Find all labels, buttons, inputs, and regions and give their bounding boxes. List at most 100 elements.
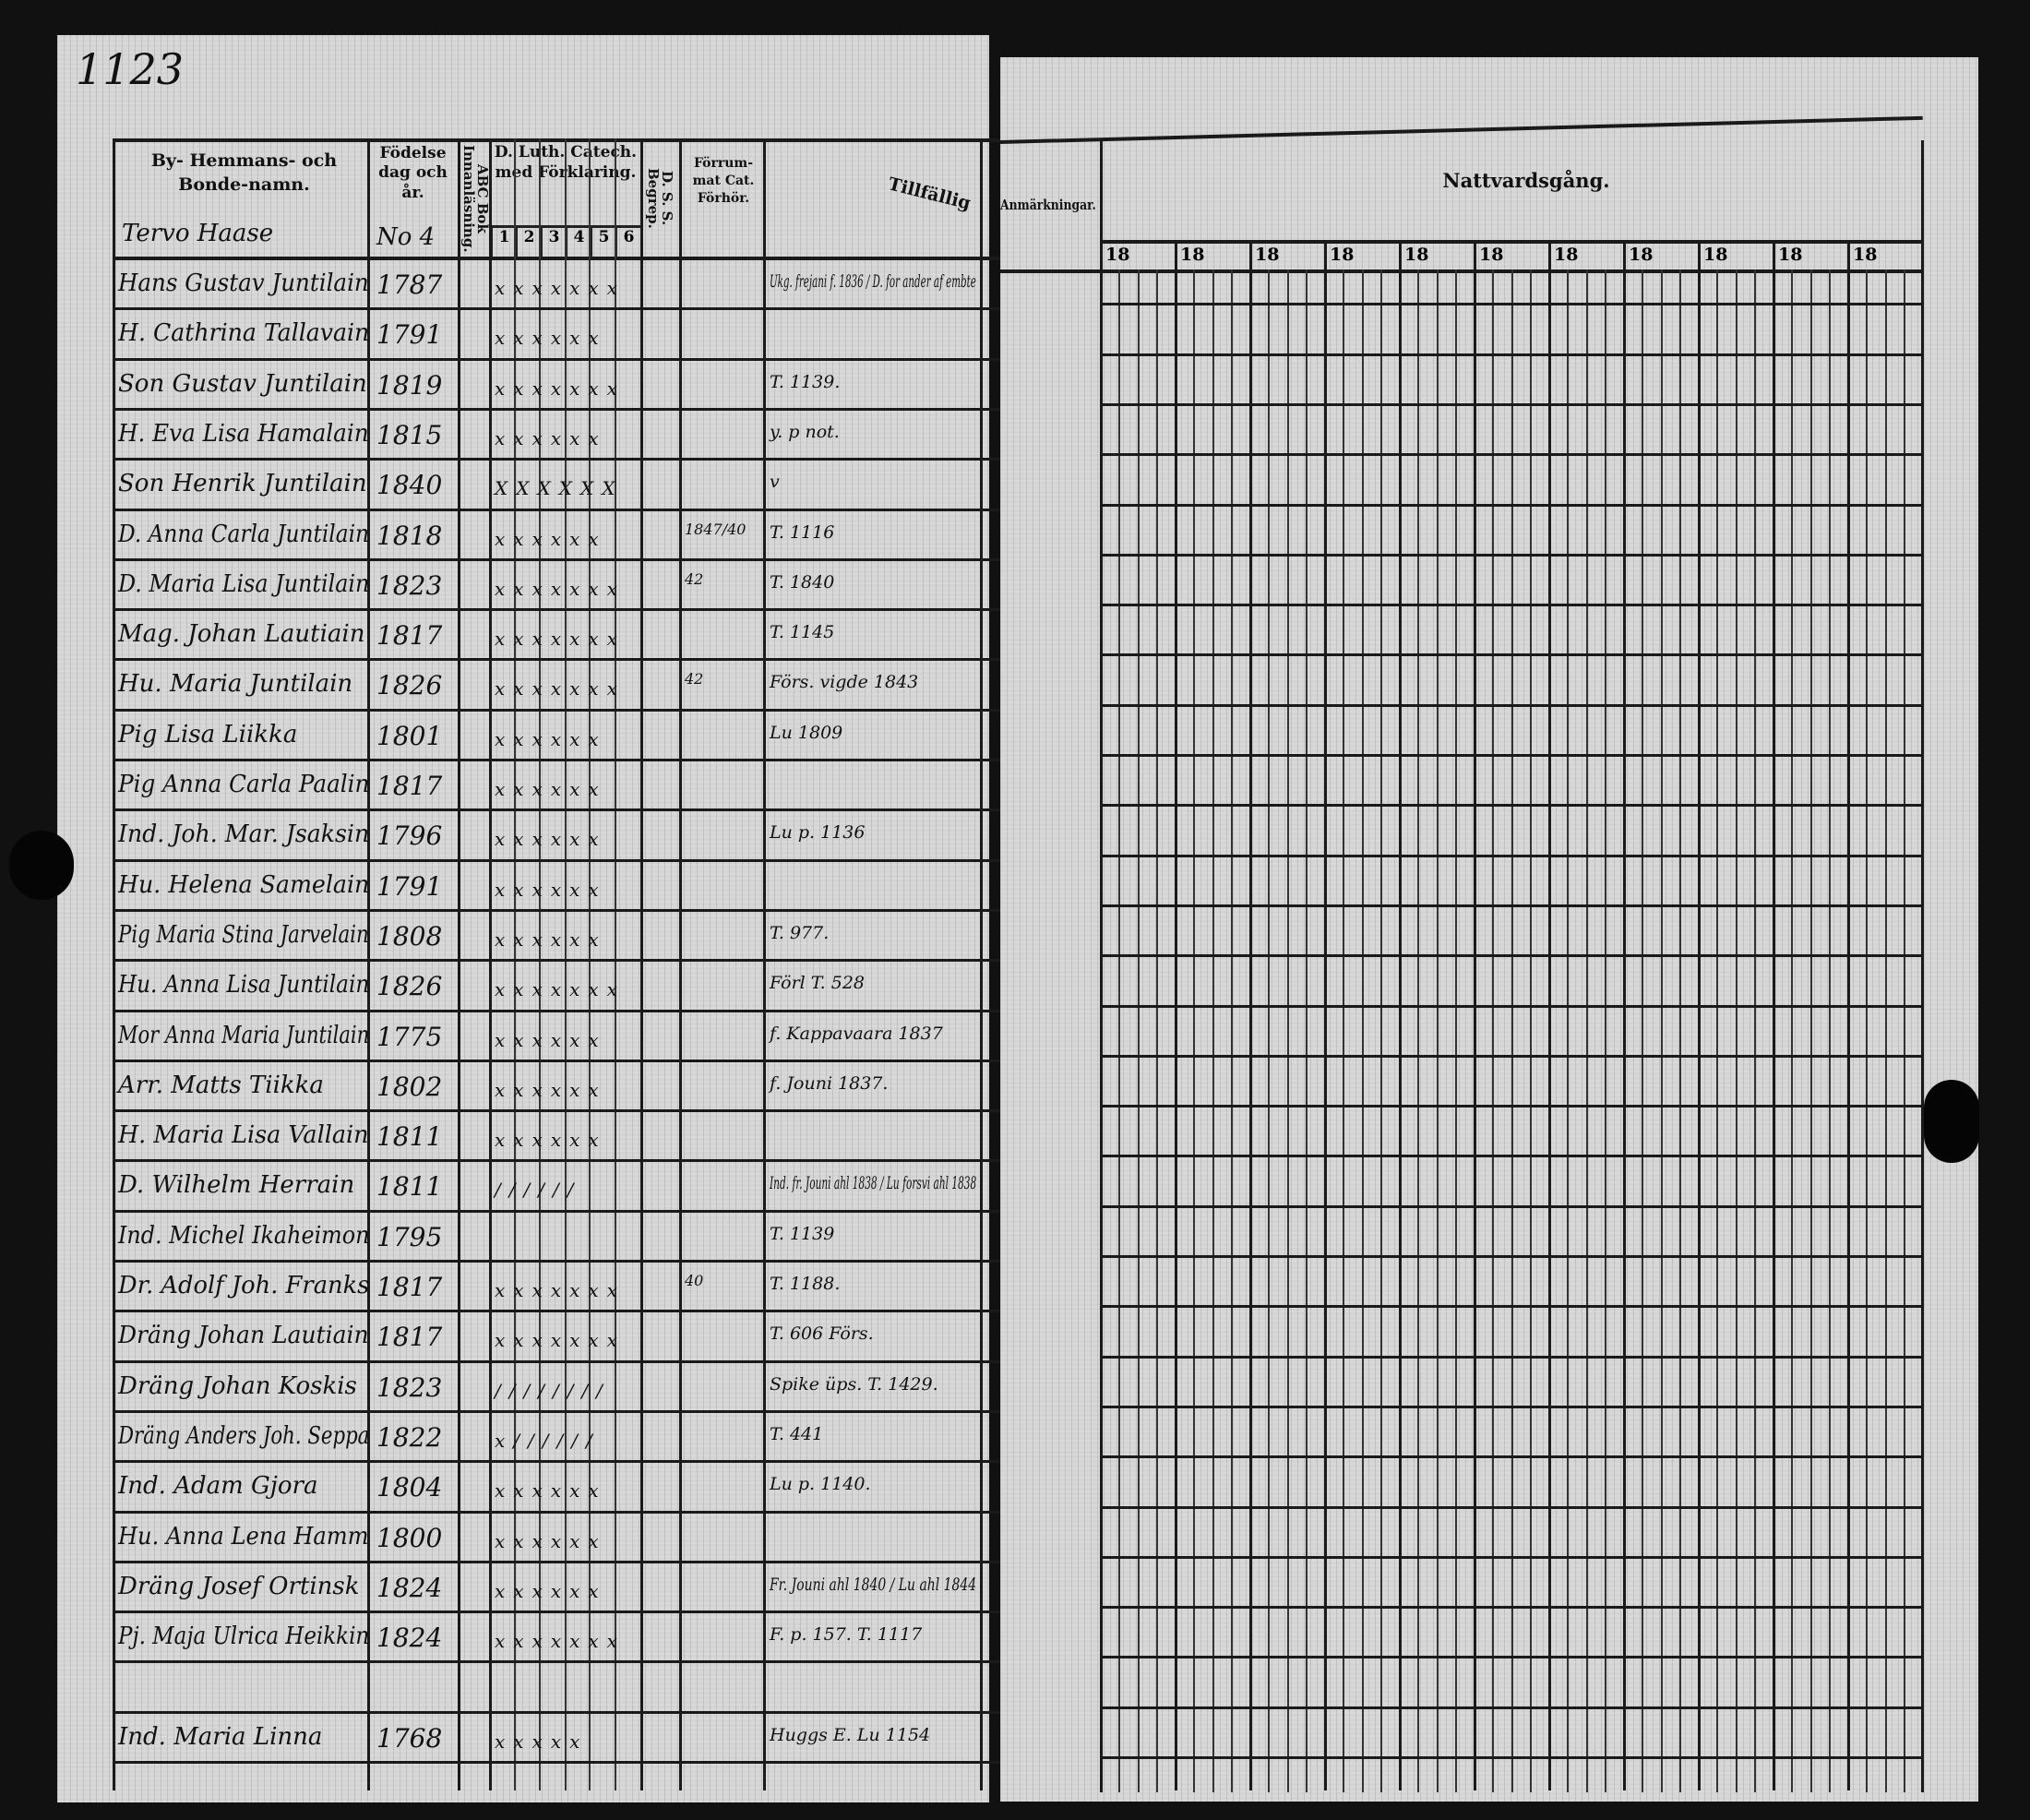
row-catechism-marks: xxxxxx [495, 1028, 607, 1051]
year-prefix: 18 [1703, 245, 1728, 265]
sub-column-rule [1193, 269, 1196, 1792]
row-name: Mor Anna Maria Juntilain [118, 1021, 370, 1049]
header-anmarkningar-text: Anmärkningar. [1000, 197, 1096, 213]
sub-column-rule [1286, 269, 1289, 1792]
row-name: Ind. Adam Gjora [118, 1472, 318, 1501]
row-birth-year: 1840 [376, 470, 443, 501]
row-birth-year: 1823 [376, 1371, 443, 1403]
row-birth-year: 1815 [376, 419, 443, 450]
sub-column-rule [1884, 269, 1887, 1792]
sub-column-rule [1305, 269, 1308, 1792]
row-rule [113, 1710, 1021, 1714]
column-rule [458, 138, 460, 1790]
row-catechism-marks: xxxxxxx [495, 677, 626, 700]
row-rule [1100, 1555, 1921, 1559]
year-prefix: 18 [1629, 245, 1654, 265]
row-rule [113, 557, 1021, 561]
row-rule [1100, 1505, 1921, 1509]
row-rule [113, 1159, 1021, 1163]
year-column-rule [1399, 240, 1402, 1790]
row-birth-year: 1768 [376, 1722, 443, 1754]
row-catechism-marks: xxxxxx [495, 1479, 607, 1503]
binding-clip [9, 831, 74, 900]
row-rule [1100, 453, 1921, 457]
row-rule [1100, 1606, 1921, 1610]
row-name: Hu. Maria Juntilain [118, 670, 353, 699]
row-rule [113, 1359, 1021, 1363]
row-catechism-marks: xxxxxxx [495, 277, 626, 299]
row-rule [1100, 1054, 1921, 1058]
sub-column-rule [1604, 269, 1606, 1792]
sub-column-rule [1137, 269, 1140, 1792]
sub-column-rule [1567, 269, 1570, 1792]
column-rule [489, 138, 492, 1790]
row-note: Lu 1809 [770, 722, 843, 743]
row-name: Dr. Adolf Joh. Franks [118, 1272, 370, 1299]
row-note: T. 1139. [770, 371, 841, 392]
row-rule [1100, 954, 1921, 958]
row-note: F. p. 157. T. 1117 [770, 1624, 923, 1646]
sub-column-rule [1492, 269, 1495, 1792]
row-rule [113, 307, 1021, 311]
row-rule [113, 759, 1021, 761]
year-column-rule [1698, 240, 1701, 1790]
row-rule [113, 608, 1021, 612]
header-name: By- Hemmans- och Bonde-namn. [150, 150, 338, 195]
row-name: Son Gustav Juntilain [118, 369, 367, 398]
sub-column-rule [1511, 269, 1513, 1792]
left-page: 1123 By- Hemmans- och Bonde-namn. Födels… [57, 35, 1021, 1802]
row-note: Ukg. frejani f. 1836 / D. for ander af e… [770, 271, 976, 292]
row-rule [1100, 1756, 1921, 1759]
row-catechism-marks: xxxxxx [495, 778, 607, 800]
row-birth-year: 1801 [376, 720, 443, 751]
row-catechism-marks: xxxxxxx [495, 978, 626, 1001]
sub-column-rule [1716, 269, 1719, 1792]
row-note: Förl T. 528 [770, 973, 866, 994]
row-name: Hu. Anna Lisa Juntilain [118, 971, 370, 1000]
row-birth-year: 1817 [376, 620, 443, 652]
row-note: Ind. fr. Jouni ahl 1838 / Lu forsvi ahl … [770, 1173, 977, 1194]
year-prefix: 18 [1105, 245, 1130, 265]
row-catechism-marks: xxxxxxx [495, 577, 626, 600]
column-rule [589, 138, 591, 1790]
year-column-rule [1773, 240, 1775, 1790]
row-rule [1100, 1706, 1921, 1709]
row-rule [113, 1610, 1021, 1614]
row-birth-year: 1811 [376, 1121, 443, 1153]
row-rule [1100, 303, 1921, 306]
row-rule [1100, 1255, 1921, 1258]
sub-column-rule [1678, 269, 1681, 1792]
row-note: T. 1139 [770, 1223, 835, 1244]
sub-column-rule [1735, 269, 1737, 1792]
row-rule [113, 808, 1021, 812]
row-rule [1100, 353, 1921, 356]
row-birth-year: 1802 [376, 1071, 443, 1102]
row-rule [113, 1059, 1021, 1062]
row-name: Ind. Joh. Mar. Jsaksin [118, 820, 370, 849]
row-note: T. 1188. [770, 1274, 841, 1294]
row-name: Pig Maria Stina Jarvelain [118, 920, 369, 949]
row-name: Pig Anna Carla Paalin [118, 771, 370, 798]
row-note: v [770, 472, 780, 493]
year-prefix: 18 [1554, 245, 1579, 265]
row-rule [113, 1009, 1021, 1012]
row-note: T. 977. [770, 922, 830, 943]
row-name: Mag. Johan Lautiain [118, 620, 365, 649]
row-rule [113, 1460, 1021, 1464]
row-birth-year: 1817 [376, 1322, 443, 1353]
row-rule [1100, 1105, 1921, 1108]
row-rule [113, 658, 1021, 662]
row-catechism-marks: xxxxxx [495, 878, 607, 901]
sub-column-rule [1212, 269, 1214, 1792]
row-rule [1100, 804, 1921, 808]
row-catechism-marks: xxxxxx [495, 527, 607, 550]
row-birth-year: 1817 [376, 1272, 443, 1302]
row-rule [113, 508, 1021, 511]
year-prefix: 18 [1255, 245, 1280, 265]
row-rule [113, 357, 1021, 361]
row-birth-year: 1822 [376, 1421, 443, 1453]
row-birth-year: 1823 [376, 569, 443, 601]
row-birth-year: 1819 [376, 369, 443, 401]
row-catechism-marks: x////// [495, 1429, 601, 1452]
row-birth-year: 1787 [376, 269, 443, 300]
